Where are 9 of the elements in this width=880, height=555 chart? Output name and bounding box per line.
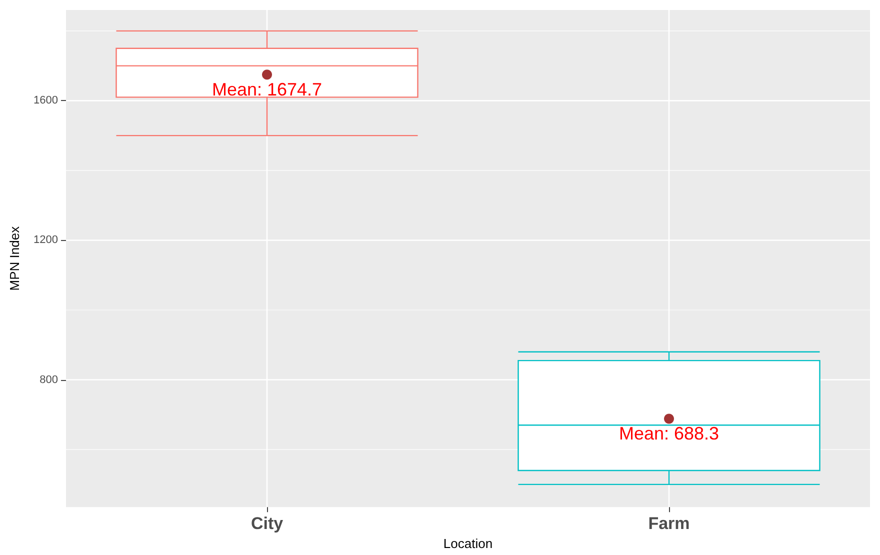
annotation: Mean: 688.3 — [618, 424, 720, 444]
y-axis-title: MPN Index — [7, 226, 22, 291]
y-tick-label: 1200 — [34, 234, 58, 246]
y-tick-label: 800 — [40, 374, 58, 386]
x-tick-label: City — [250, 514, 284, 534]
annotation: Mean: 1674.7 — [212, 80, 322, 100]
x-tick-label: Farm — [648, 514, 690, 534]
y-tick-label: 1600 — [34, 94, 58, 107]
x-axis-title: Location — [443, 536, 493, 551]
